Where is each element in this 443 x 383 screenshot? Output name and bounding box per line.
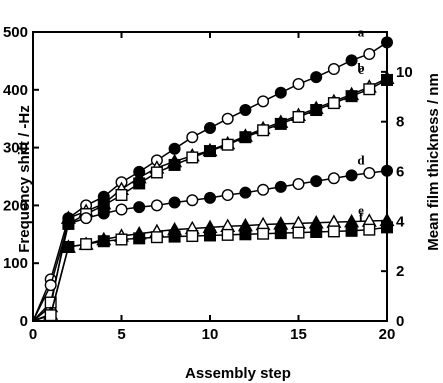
data-point-d (274, 180, 287, 193)
y2-axis-title: Mean film thickness / nm (425, 73, 442, 251)
data-point-d (363, 167, 376, 180)
data-point-d (115, 203, 128, 216)
data-point-d (292, 178, 305, 191)
data-point-c (292, 110, 305, 123)
y-tick-label: 0 (20, 313, 28, 330)
data-point-a (168, 142, 181, 155)
data-point-a (327, 62, 340, 75)
x-tick-label: 0 (29, 326, 37, 343)
data-point-f (62, 241, 75, 254)
data-point-f (150, 231, 163, 244)
y-tick-label: 100 (3, 255, 28, 272)
data-point-f (203, 229, 216, 242)
data-point-d (80, 212, 93, 225)
data-point-c (168, 158, 181, 171)
data-point-a (203, 121, 216, 134)
data-point-c (310, 104, 323, 117)
data-point-a (186, 131, 199, 144)
y-tick-label: 400 (3, 82, 28, 99)
data-point-f (257, 227, 270, 240)
data-point-d (345, 169, 358, 182)
data-point-c (221, 138, 234, 151)
data-point-f (115, 233, 128, 246)
data-point-a (274, 86, 287, 99)
data-point-c (257, 124, 270, 137)
y2-tick-label: 2 (396, 263, 404, 280)
data-point-c (186, 151, 199, 164)
y-tick-label: 500 (3, 24, 28, 41)
data-point-f (239, 228, 252, 241)
data-point-f (310, 225, 323, 238)
y2-tick-label: 8 (396, 114, 404, 131)
data-point-d (133, 201, 146, 214)
x-tick-label: 10 (202, 326, 219, 343)
data-point-c (345, 90, 358, 103)
x-tick-label: 20 (379, 326, 396, 343)
x-tick-label: 5 (117, 326, 125, 343)
data-point-f (345, 224, 358, 237)
data-point-a (292, 78, 305, 91)
data-point-d (221, 188, 234, 201)
y2-tick-label: 4 (396, 213, 405, 230)
x-tick-label: 15 (290, 326, 307, 343)
data-point-f (44, 309, 57, 322)
series-label-f: f (359, 209, 364, 224)
data-point-d (97, 207, 110, 220)
data-point-a (345, 54, 358, 67)
data-point-c (239, 131, 252, 144)
data-point-f (327, 225, 340, 238)
data-point-f (168, 230, 181, 243)
data-point-d (203, 191, 216, 204)
data-point-c (133, 177, 146, 190)
y-tick-label: 200 (3, 197, 28, 214)
data-point-a (310, 71, 323, 84)
data-point-d (327, 172, 340, 185)
data-point-f (274, 227, 287, 240)
data-point-f (97, 235, 110, 248)
data-point-c (274, 117, 287, 130)
data-point-f (221, 228, 234, 241)
data-point-d (150, 199, 163, 212)
data-point-f (186, 230, 199, 243)
data-point-d (186, 194, 199, 207)
y-tick-label: 300 (3, 140, 28, 157)
series-label-d: d (357, 153, 365, 168)
series-label-b: b (357, 60, 364, 75)
y2-tick-label: 6 (396, 164, 404, 181)
y2-tick-label: 0 (396, 313, 404, 330)
data-point-d (44, 279, 57, 292)
data-point-c (363, 83, 376, 96)
data-point-c (150, 166, 163, 179)
data-point-a (363, 47, 376, 60)
x-axis-title: Assembly step (185, 365, 291, 382)
data-point-c (327, 97, 340, 110)
y-axis-title: Frequency shift / -Hz (16, 105, 33, 253)
data-point-a (221, 112, 234, 125)
series-label-e: e (358, 202, 364, 217)
series-label-c: c (358, 62, 364, 77)
data-point-f (80, 238, 93, 251)
data-point-f (133, 232, 146, 245)
data-point-f (363, 223, 376, 236)
data-point-a (257, 95, 270, 108)
data-point-d (257, 183, 270, 196)
data-point-f (292, 226, 305, 239)
data-point-d (168, 196, 181, 209)
data-point-a (239, 104, 252, 117)
data-point-c (203, 145, 216, 158)
y2-tick-label: 10 (396, 64, 413, 81)
data-point-d (310, 175, 323, 188)
data-point-c (115, 188, 128, 201)
data-point-d (62, 217, 75, 230)
data-point-d (239, 186, 252, 199)
